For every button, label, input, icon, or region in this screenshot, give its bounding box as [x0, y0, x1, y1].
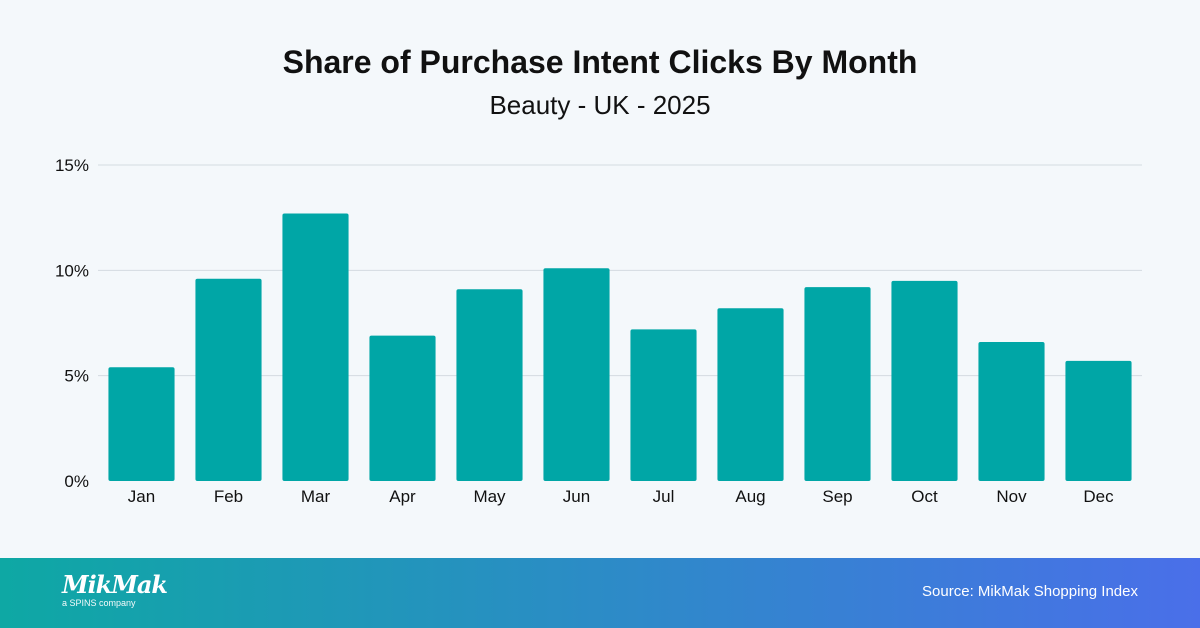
bar-jul	[630, 329, 697, 481]
footer-banner: MikMak a SPINS company Source: MikMak Sh…	[0, 558, 1200, 628]
x-tick-label: Apr	[389, 487, 416, 506]
bar-feb	[195, 278, 262, 481]
x-tick-label: Nov	[996, 487, 1027, 506]
bar-sep	[804, 287, 871, 481]
source-note: Source: MikMak Shopping Index	[922, 583, 1138, 600]
x-axis-tick-labels: Jan Feb Mar Apr May Jun Jul Aug Sep Oct Nov Dec	[128, 487, 1114, 506]
bar-apr	[369, 335, 436, 481]
bar-oct	[891, 280, 958, 481]
bar-nov	[978, 341, 1045, 481]
y-tick-label: 0%	[64, 472, 89, 491]
x-tick-label: Jul	[653, 487, 675, 506]
bar-aug	[717, 308, 784, 481]
bars	[108, 213, 1132, 481]
brand-tagline: a SPINS company	[62, 598, 136, 608]
bar-dec	[1065, 360, 1132, 481]
y-axis-tick-labels: 0% 5% 10% 15%	[55, 156, 89, 491]
x-tick-label: May	[473, 487, 506, 506]
x-tick-label: Mar	[301, 487, 331, 506]
x-tick-label: Jan	[128, 487, 155, 506]
x-tick-label: Jun	[563, 487, 590, 506]
x-tick-label: Oct	[911, 487, 938, 506]
bar-may	[456, 289, 523, 481]
x-tick-label: Sep	[822, 487, 852, 506]
gridlines	[98, 164, 1142, 377]
x-tick-label: Aug	[735, 487, 765, 506]
chart-subtitle: Beauty - UK - 2025	[489, 90, 711, 120]
x-tick-label: Dec	[1083, 487, 1114, 506]
brand-name: MikMak	[62, 570, 168, 599]
mikmak-logo: MikMak a SPINS company	[62, 570, 168, 609]
x-tick-label: Feb	[214, 487, 243, 506]
y-tick-label: 15%	[55, 156, 89, 175]
y-tick-label: 5%	[64, 367, 89, 386]
chart-title: Share of Purchase Intent Clicks By Month	[282, 44, 918, 80]
bar-jun	[543, 268, 610, 481]
bar-chart: 0% 5% 10% 15% Jan Feb Mar Apr May Jun Jul Aug Sep Oc…	[55, 156, 1142, 506]
bar-jan	[108, 367, 175, 481]
bar-mar	[282, 213, 349, 481]
y-tick-label: 10%	[55, 261, 89, 280]
